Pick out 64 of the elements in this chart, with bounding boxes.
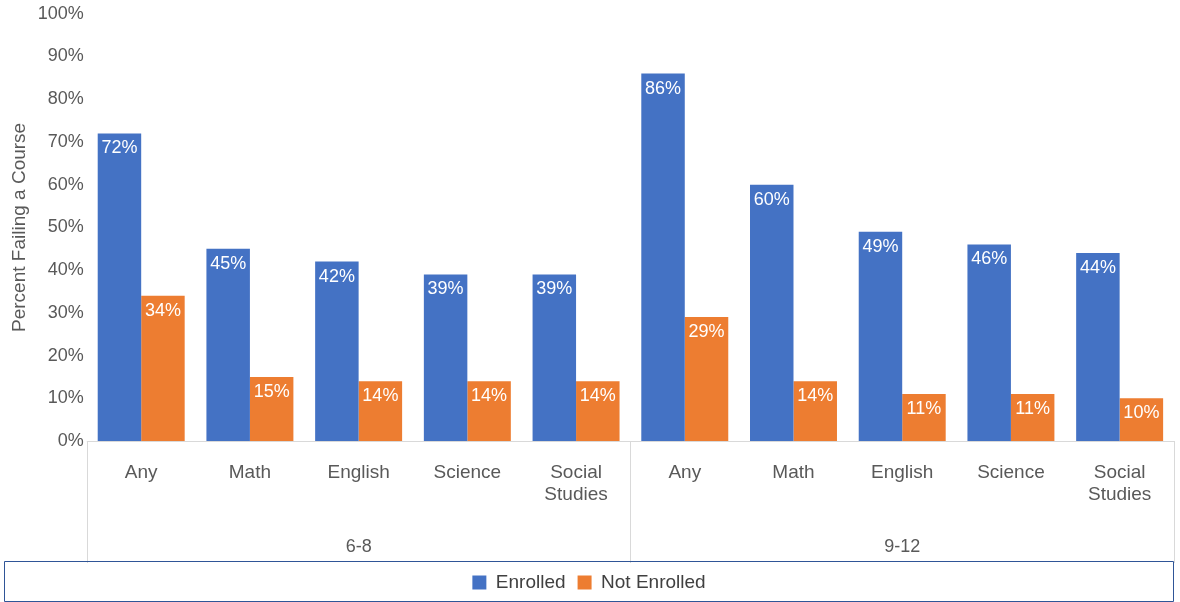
data-label: 39% [427,278,464,299]
bar [206,248,250,441]
bar [902,394,946,441]
bar [793,381,837,441]
data-label: 86% [645,77,682,98]
y-tick-label: 0% [57,429,84,450]
y-tick-label: 100% [37,2,84,23]
bar [576,381,620,441]
x-tick-label: Math [772,460,815,482]
data-label: 49% [862,235,899,256]
data-label: 11% [906,397,942,418]
data-label: 14% [471,385,508,406]
data-label: 39% [536,278,573,299]
bar [141,295,185,441]
x-tick-label: English [871,460,934,482]
y-tick-label: 70% [47,130,84,151]
data-label: 72% [101,137,138,158]
bar [249,376,294,441]
y-tick-label: 50% [47,216,84,237]
data-label: 60% [753,188,790,209]
x-tick-label: Social Studies [1087,460,1152,505]
bar [641,73,685,441]
bar [1076,253,1120,441]
data-label: 11% [1015,397,1051,418]
x-tick-label: Science [433,460,502,482]
data-label: 46% [971,248,1008,269]
bar [315,261,359,441]
data-label: 14% [797,385,834,406]
bar [967,244,1011,441]
bar [467,381,511,441]
data-label: 45% [210,252,247,273]
y-tick-label: 30% [47,301,84,322]
bar [423,274,468,441]
bar [97,133,142,441]
x-tick-label: English [327,460,390,482]
data-label: 34% [144,299,181,320]
data-label: 10% [1123,402,1160,423]
y-tick-label: 90% [47,45,84,66]
bar [684,317,729,441]
text: 6-8 [345,535,372,556]
x-tick-label: Science [977,460,1045,482]
x-tick-label: Math [228,460,272,482]
bar [358,381,403,441]
y-tick-label: 60% [47,173,84,194]
x-tick-label: Any [668,460,702,482]
text: 9-12 [884,535,921,556]
legend-label: Enrolled [495,570,566,592]
bar [858,231,903,441]
data-label: 15% [253,380,290,401]
y-axis-title: Percent Failing a Course [7,122,29,332]
bar [750,184,794,441]
data-label: 14% [579,385,616,406]
data-label: 29% [688,321,725,342]
data-label: 14% [362,385,399,406]
y-tick-label: 40% [47,259,84,280]
x-tick-label: Social Studies [544,460,608,505]
legend-label: Not Enrolled [601,570,706,592]
y-tick-label: 10% [47,387,84,408]
data-label: 42% [318,265,355,286]
x-tick-label: Any [124,460,159,482]
y-tick-label: 20% [47,344,84,365]
y-tick-label: 80% [47,88,84,109]
bar [532,274,577,441]
data-label: 44% [1079,257,1116,277]
